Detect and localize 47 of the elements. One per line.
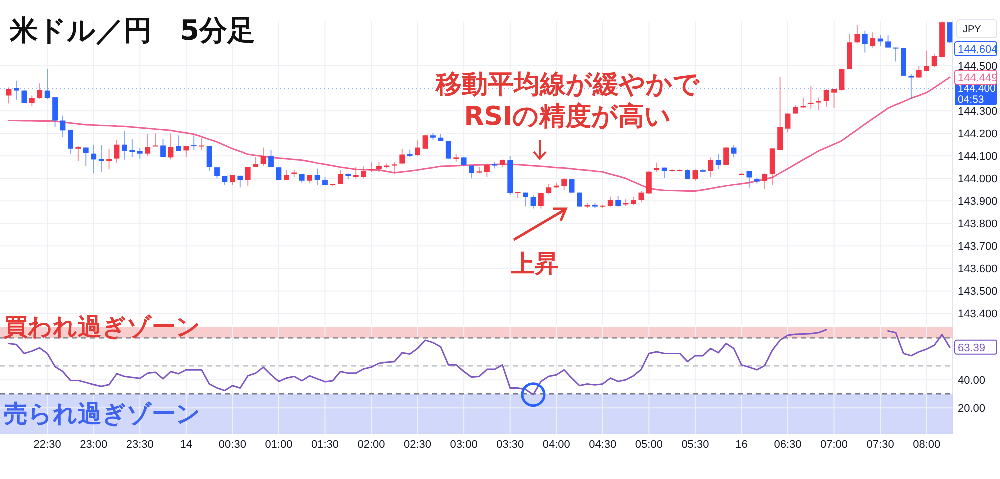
- x-tick-label: 02:00: [358, 439, 386, 451]
- x-tick-label: 07:00: [820, 439, 848, 451]
- y-tick-label: 143.500: [958, 286, 998, 298]
- x-tick-label: 07:30: [866, 439, 894, 451]
- text: JPY: [963, 24, 982, 36]
- x-tick-label: 08:00: [913, 439, 941, 451]
- x-tick-label: 14: [180, 439, 193, 451]
- x-tick-label: 04:00: [542, 439, 570, 451]
- x-tick-label: 06:30: [774, 439, 802, 451]
- y-tick-label: 144.500: [958, 60, 998, 73]
- y-tick-label: 20.00: [958, 402, 986, 415]
- y-tick-label: 144.300: [958, 106, 998, 118]
- text: 04:53: [958, 94, 984, 106]
- x-tick-label: 05:30: [682, 439, 710, 451]
- y-tick-label: 143.900: [958, 196, 998, 208]
- x-tick-label: 01:00: [265, 439, 293, 451]
- candlestick: [569, 179, 575, 194]
- x-tick-label: 01:30: [311, 439, 340, 451]
- x-tick-label: 04:30: [589, 439, 617, 451]
- candlestick: [276, 167, 282, 181]
- x-tick-label: 02:30: [404, 439, 432, 451]
- band-label: 売られ過ぎゾーン: [4, 400, 201, 428]
- x-tick-label: 16: [736, 439, 748, 451]
- chart-title: 米ドル／円 5分足: [9, 14, 256, 47]
- y-tick-label: 40.00: [958, 375, 986, 387]
- x-tick-label: 23:30: [126, 439, 154, 451]
- x-tick-label: 05:00: [635, 439, 663, 451]
- y-tick-label: 144.100: [958, 150, 998, 163]
- x-tick-label: 22:30: [34, 439, 62, 451]
- y-tick-label: 143.800: [958, 218, 998, 231]
- y-tick-label: 144.000: [958, 173, 998, 186]
- x-tick-label: 00:30: [218, 439, 246, 451]
- text: 63.39: [958, 342, 986, 354]
- text: 144.449: [958, 72, 998, 84]
- x-tick-label: 23:00: [80, 439, 108, 451]
- text: 144.604: [958, 44, 998, 56]
- ref-line-label: 144.400: [958, 83, 996, 96]
- annotation: 上昇: [510, 250, 559, 278]
- y-tick-label: 143.600: [958, 264, 998, 276]
- y-tick-label: 143.400: [958, 308, 998, 321]
- y-tick-label: 144.200: [958, 128, 998, 140]
- candlestick: [422, 134, 428, 150]
- band-label: 買われ過ぎゾーン: [3, 313, 201, 341]
- annotation: 移動平均線が緩やかで RSIの精度が高い: [435, 70, 701, 132]
- x-tick-label: 03:00: [450, 439, 478, 451]
- x-tick-label: 03:30: [496, 439, 524, 451]
- y-tick-label: 143.700: [958, 241, 998, 254]
